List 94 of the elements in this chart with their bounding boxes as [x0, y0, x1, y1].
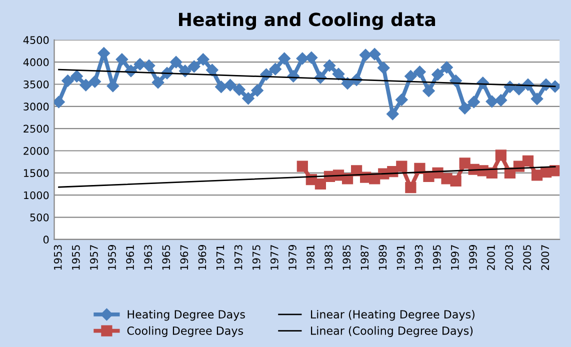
point	[422, 84, 435, 97]
point	[152, 76, 164, 89]
point	[206, 64, 218, 76]
point	[530, 92, 544, 105]
point	[305, 52, 318, 64]
point	[341, 77, 354, 90]
point	[468, 96, 480, 108]
y-tick-label: 2500	[24, 124, 49, 133]
x-tick-label: 1983	[324, 245, 332, 270]
x-tick-label: 1971	[216, 245, 224, 270]
x-tick-label: 1959	[108, 245, 116, 270]
point	[512, 83, 526, 96]
point	[142, 60, 156, 72]
y-tick-label: 3500	[24, 80, 49, 88]
x-tick-label: 1991	[396, 245, 405, 270]
x-tick-label: 1987	[360, 245, 369, 270]
point	[450, 175, 462, 186]
x-tick-label: 1965	[162, 245, 170, 270]
x-tick-label: 1981	[306, 245, 314, 270]
point	[323, 60, 336, 72]
x-tick-label: 1995	[432, 245, 441, 270]
point	[278, 52, 290, 65]
x-tick-label: 1973	[234, 245, 242, 270]
point	[458, 102, 471, 114]
legend-label: Heating Degree Days	[128, 310, 245, 321]
point	[215, 80, 228, 93]
y-tick-label: 1000	[24, 191, 49, 200]
point	[188, 60, 200, 73]
point	[62, 74, 74, 87]
x-tick-label: 1999	[468, 245, 477, 270]
legend-label: Cooling Degree Days	[127, 326, 244, 337]
point	[396, 160, 408, 172]
point	[405, 182, 416, 194]
x-tick-label: 1967	[180, 245, 188, 270]
point	[296, 52, 308, 65]
legend-label: Linear (Heating Degree Days)	[311, 310, 474, 321]
x-tick-label: 1957	[90, 245, 98, 270]
point	[251, 84, 264, 97]
x-tick-label: 1977	[270, 245, 278, 270]
point	[368, 48, 381, 60]
point	[459, 158, 470, 169]
x-tick-label: 1985	[342, 245, 351, 270]
point	[233, 83, 246, 96]
point	[522, 155, 534, 167]
x-tick-label: 1969	[198, 245, 206, 270]
point	[404, 70, 417, 82]
x-tick-label: 1989	[378, 245, 387, 270]
y-tick-label: 2000	[24, 146, 49, 155]
point	[440, 61, 453, 74]
point	[494, 94, 508, 106]
x-tick-label: 2003	[505, 245, 513, 270]
y-tick-label: 3000	[24, 102, 49, 111]
y-tick-label: 1500	[24, 169, 49, 178]
y-tick-label: 500	[30, 213, 49, 222]
point	[441, 173, 452, 184]
point	[80, 79, 92, 92]
x-tick-label: 1993	[414, 245, 423, 270]
point	[495, 150, 506, 161]
point	[54, 96, 65, 108]
point	[70, 70, 83, 82]
point	[269, 63, 282, 76]
x-tick-label: 1979	[288, 245, 296, 270]
x-tick-label: 1953	[54, 245, 62, 270]
point	[224, 79, 236, 92]
point	[170, 56, 182, 68]
y-tick-label: 4000	[23, 58, 49, 66]
point	[116, 53, 128, 66]
x-tick-label: 1961	[126, 245, 134, 270]
point	[88, 75, 101, 88]
point	[242, 92, 254, 105]
x-tick-label: 2007	[541, 245, 550, 270]
legend-label: Linear (Cooling Degree Days)	[311, 326, 473, 337]
point	[314, 178, 326, 190]
point	[550, 165, 560, 176]
point	[197, 53, 210, 66]
point	[332, 68, 345, 80]
point	[378, 62, 390, 74]
x-tick-label: 2001	[487, 245, 495, 270]
point	[386, 108, 399, 120]
y-tick-label: 0	[43, 236, 49, 244]
chart-title: Heating and Cooling data	[179, 12, 436, 30]
point	[414, 66, 426, 78]
x-tick-label: 2005	[523, 245, 532, 270]
point	[134, 58, 146, 70]
x-tick-label: 1975	[252, 245, 260, 270]
point	[396, 94, 408, 106]
x-tick-label: 1963	[144, 245, 152, 270]
y-tick-label: 4500	[23, 36, 49, 44]
point	[432, 68, 444, 81]
point	[296, 160, 308, 172]
x-tick-label: 1955	[72, 245, 80, 270]
point	[359, 48, 372, 62]
point	[486, 95, 498, 108]
x-tick-label: 1997	[450, 245, 459, 270]
